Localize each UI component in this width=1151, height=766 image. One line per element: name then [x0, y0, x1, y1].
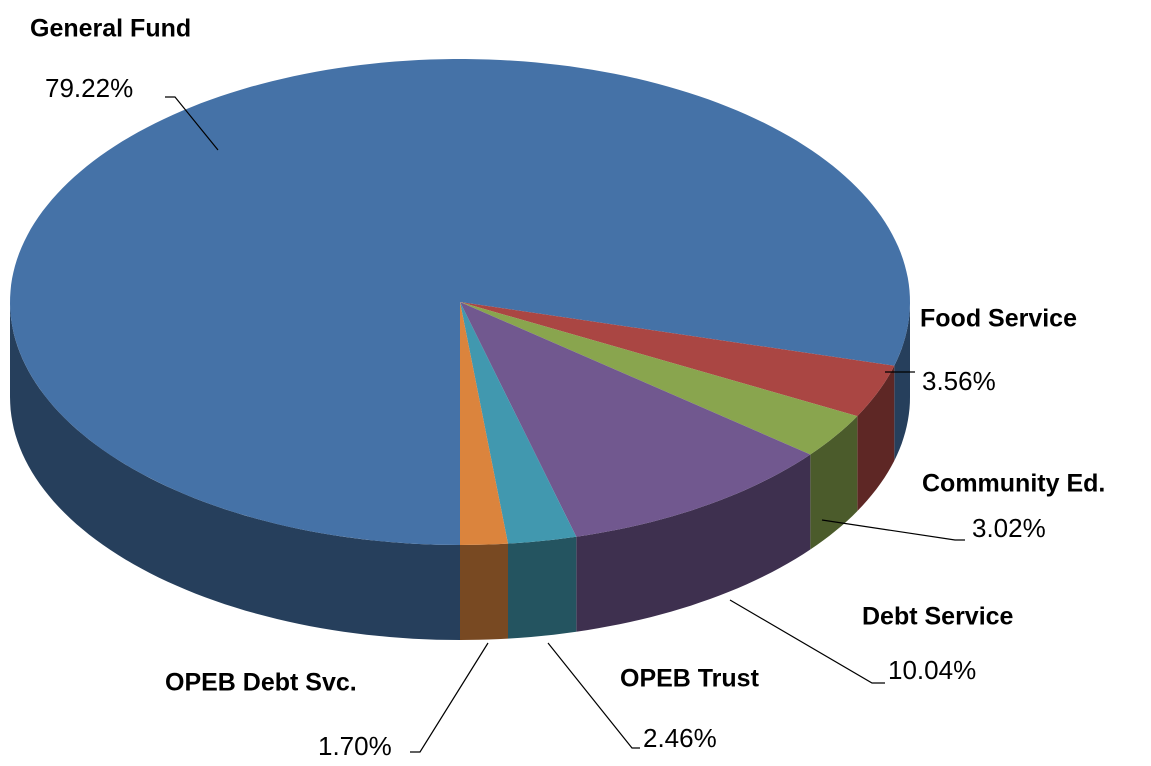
value-label: 2.46%	[643, 723, 717, 753]
pie-slice	[460, 302, 811, 537]
category-label: General Fund	[30, 15, 191, 43]
value-label: 3.56%	[922, 366, 996, 396]
leader-line	[165, 96, 219, 151]
pie-side	[508, 536, 577, 639]
pie-slice	[460, 302, 895, 417]
pie-slice	[460, 302, 508, 545]
pie-side	[810, 416, 858, 550]
value-label: 10.04%	[888, 655, 976, 685]
value-label: 1.70%	[318, 731, 392, 761]
category-label: OPEB Debt Svc.	[165, 669, 357, 697]
leader-line	[410, 642, 489, 753]
pie-slice	[460, 302, 858, 455]
category-label: Food Service	[920, 305, 1077, 333]
pie-side	[460, 543, 508, 640]
pie-side	[576, 454, 811, 632]
value-label: 79.22%	[45, 73, 133, 103]
leader-line	[547, 642, 640, 749]
pie-slice	[460, 302, 577, 544]
pie-side	[894, 302, 910, 461]
value-label: 3.02%	[972, 513, 1046, 543]
category-label: Community Ed.	[922, 470, 1105, 498]
pie-side	[857, 365, 895, 512]
pie-side	[10, 302, 460, 640]
leader-line	[729, 599, 885, 684]
leader-line	[821, 519, 965, 541]
category-label: Debt Service	[862, 603, 1014, 631]
category-label: OPEB Trust	[620, 665, 760, 693]
